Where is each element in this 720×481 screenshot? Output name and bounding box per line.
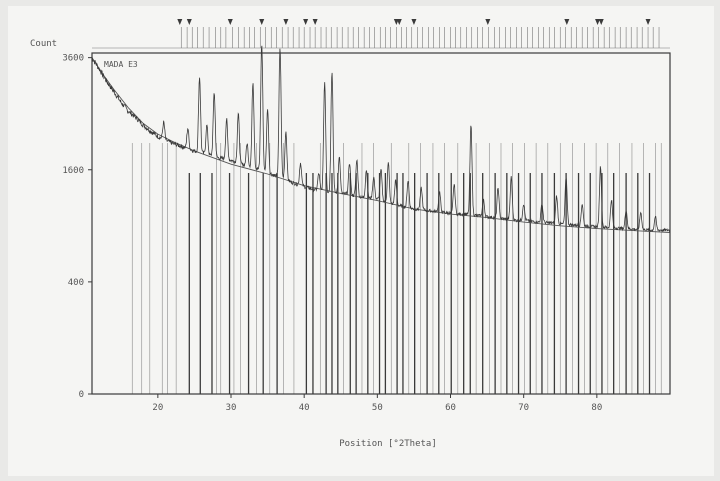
diffractogram-sheet: 20 30 40 50 60 70 80 0 400 1600 3600 Count MADA E3… xyxy=(8,6,714,476)
xrd-chart: 20 30 40 50 60 70 80 0 400 1600 3600 Count MADA E3… xyxy=(30,19,671,449)
phase-marker xyxy=(411,19,417,25)
x-tick-label: 60 xyxy=(445,403,456,413)
phase-marker xyxy=(283,19,289,25)
pattern-line xyxy=(91,45,671,233)
y-tick-label: 3600 xyxy=(62,54,84,64)
top-tick-strip xyxy=(180,27,660,48)
x-tick-label: 30 xyxy=(226,403,237,413)
phase-marker xyxy=(485,19,491,25)
reference-lines xyxy=(131,143,662,394)
x-tick-label: 50 xyxy=(372,403,383,413)
plot-border xyxy=(91,52,671,395)
phase-marker xyxy=(177,19,183,25)
y-tick-label: 1600 xyxy=(62,166,84,176)
phase-marker xyxy=(598,19,604,25)
x-tick-label: 70 xyxy=(518,403,529,413)
phase-marker xyxy=(227,19,233,25)
phase-marker xyxy=(396,19,402,25)
phase-marker xyxy=(186,19,192,25)
x-tick-label: 40 xyxy=(299,403,310,413)
phase-marker xyxy=(303,19,309,25)
phase-marker xyxy=(595,19,601,25)
y-tick-label: 0 xyxy=(79,390,84,400)
phase-marker xyxy=(564,19,570,25)
y-tick-label: 400 xyxy=(68,278,84,288)
phase-marker xyxy=(645,19,651,25)
axis-ticks: 20 30 40 50 60 70 80 0 400 1600 3600 xyxy=(62,54,602,413)
phase-marker xyxy=(259,19,265,25)
x-tick-label: 80 xyxy=(591,403,602,413)
chart-title: MADA E3 xyxy=(104,60,138,69)
y-axis-label: Count xyxy=(30,39,57,49)
phase-marker xyxy=(312,19,318,25)
phase-marker-row xyxy=(177,19,651,25)
pattern-series xyxy=(91,45,671,233)
x-tick-label: 20 xyxy=(152,403,163,413)
x-axis-label: Position [°2Theta] xyxy=(339,439,437,449)
plot-frame xyxy=(91,47,671,395)
